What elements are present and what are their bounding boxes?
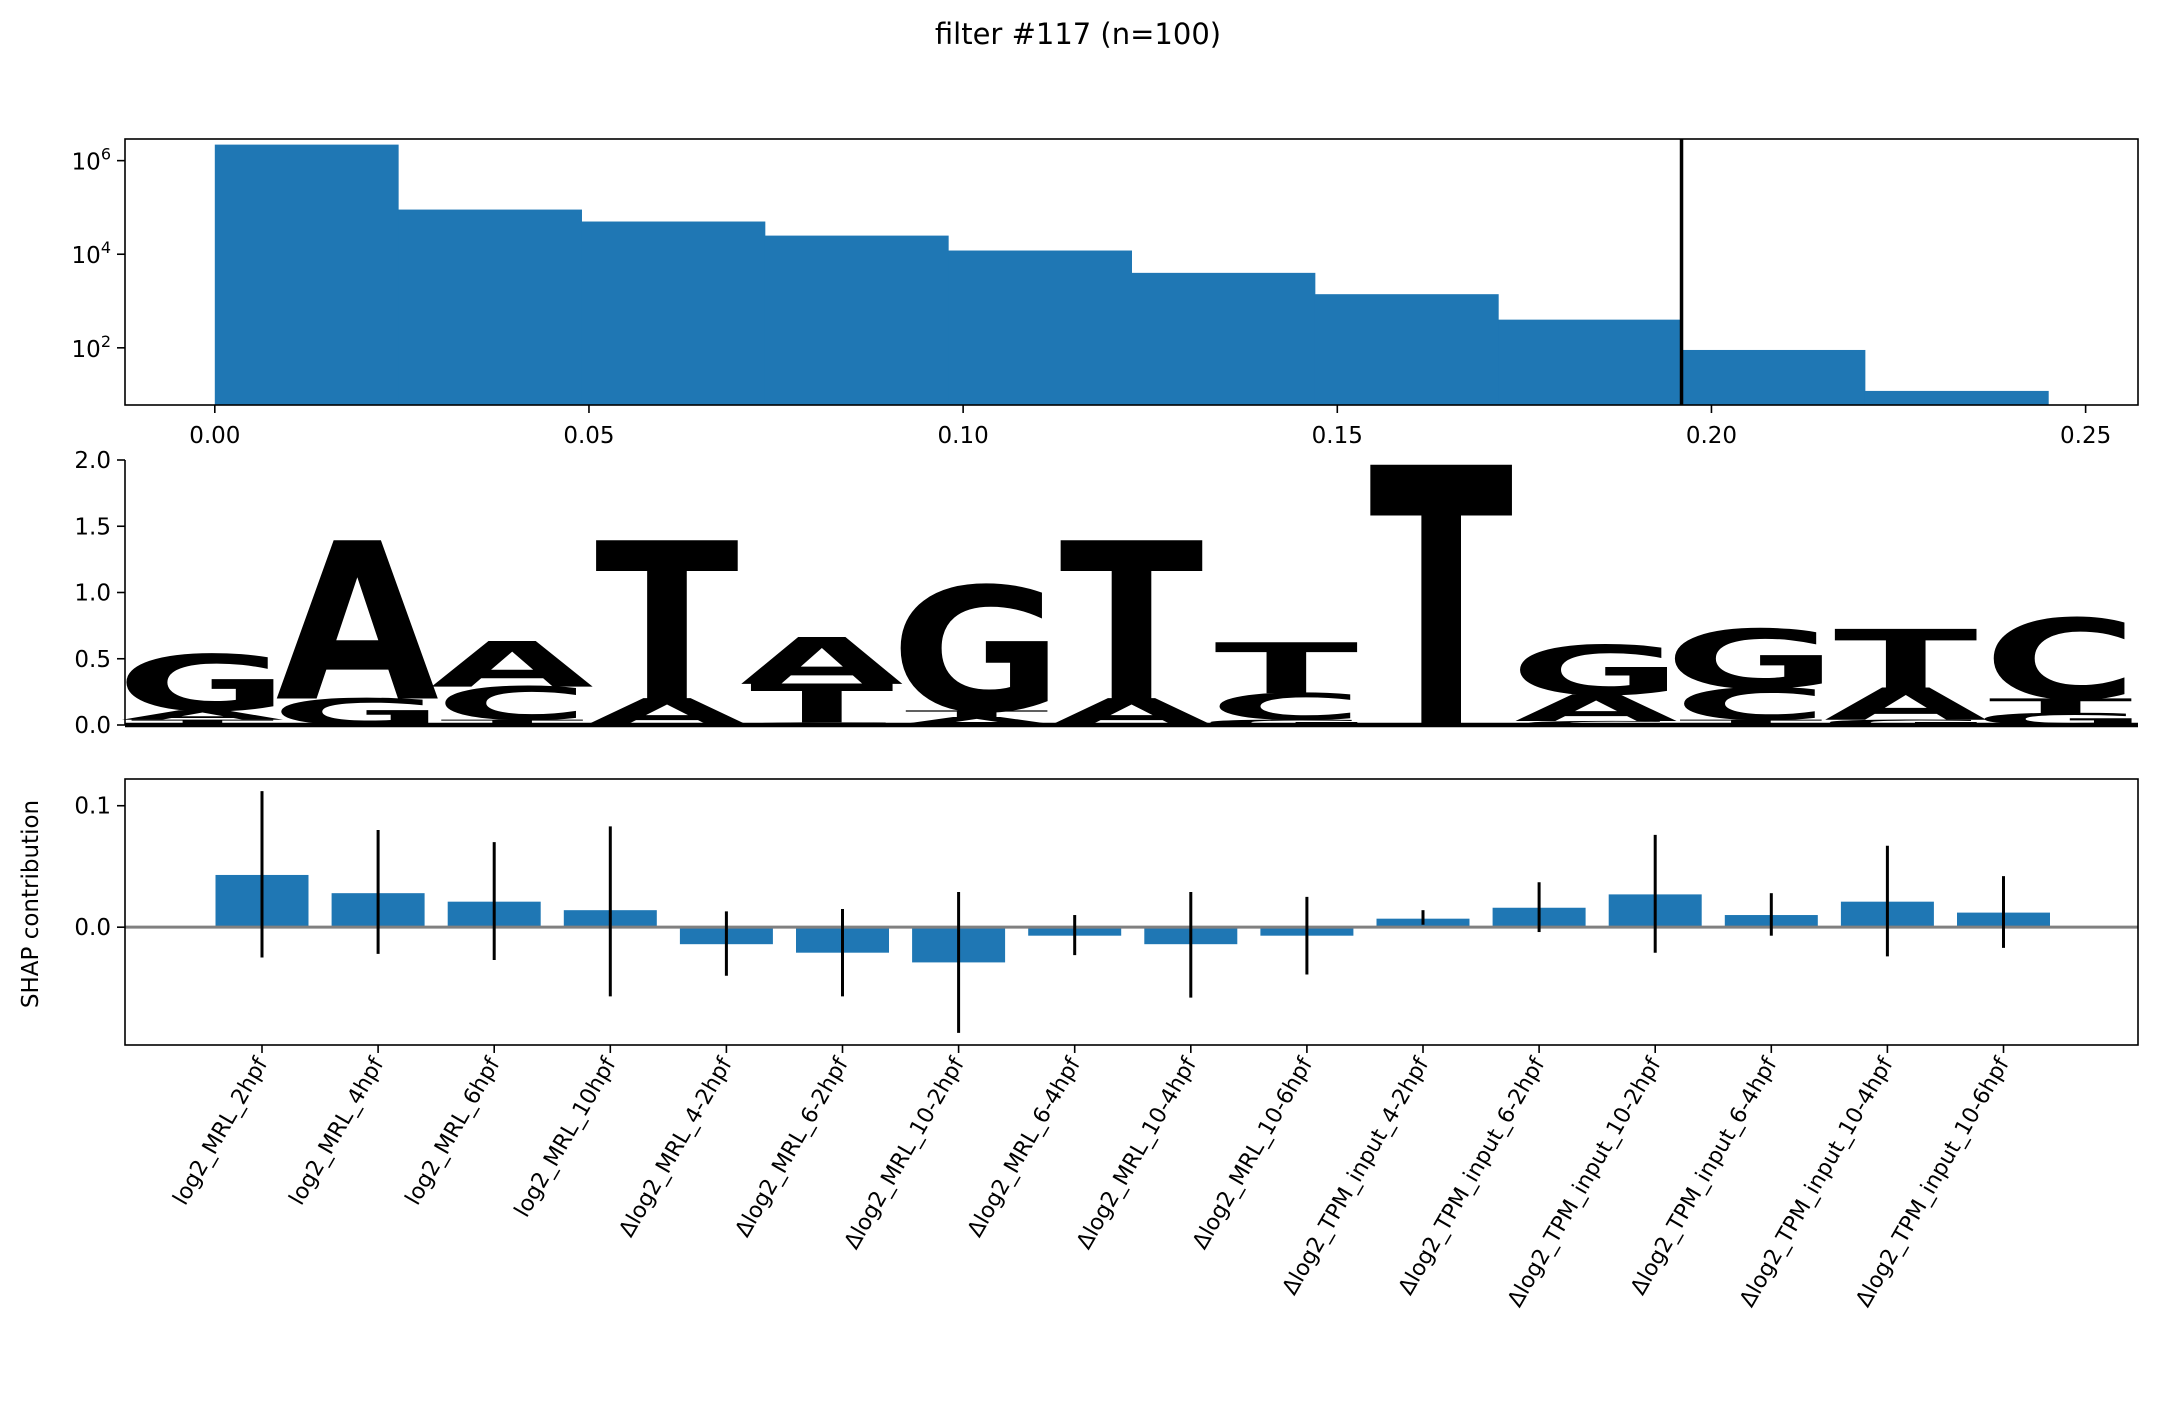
histogram-frame <box>124 138 2139 406</box>
x-tick-label: Δlog2_MRL_6-2hpf <box>731 1052 855 1241</box>
logo-letter-a: A <box>121 708 284 723</box>
shap-frame <box>124 778 2139 1046</box>
histogram-ticks: 0.00 0.05 0.10 0.15 0.20 0.25 102 104 106 <box>72 145 2112 449</box>
histogram-bar <box>581 221 766 405</box>
x-tick-label: 0.25 <box>2060 423 2111 449</box>
y-tick-label: 106 <box>72 145 111 176</box>
logo-letter-t: T <box>1060 498 1204 751</box>
logo-letter-c: C <box>435 677 590 731</box>
histogram-panel: 0.00 0.05 0.10 0.15 0.20 0.25 102 104 106 <box>72 138 2139 449</box>
y-tick-label: 1.5 <box>74 514 111 540</box>
logo-letter-a: A <box>1514 687 1677 730</box>
x-tick-label: log2_MRL_10hpf <box>510 1052 622 1221</box>
y-tick-label: 102 <box>72 332 111 363</box>
logo-letter-t: T <box>1989 694 2133 718</box>
logo-letters: TAGGATCAATCTAATGATGCTTCAGTCGGATGTC <box>116 395 2147 810</box>
histogram-bar <box>1864 390 2049 405</box>
x-tick-label: 0.05 <box>563 423 614 449</box>
logo-letter-g: G <box>116 639 289 729</box>
histogram-bar <box>948 250 1132 405</box>
x-tick-label: 0.10 <box>938 423 989 449</box>
histogram-bar <box>214 144 399 405</box>
logo-letter-a: A <box>431 629 594 702</box>
histogram-bar <box>398 209 582 405</box>
y-tick-label: 0.0 <box>74 713 111 739</box>
logo-letter-g: G <box>1510 631 1683 710</box>
logo-axis: 0.0 0.5 1.0 1.5 2.0 <box>74 448 2138 739</box>
shap-bars <box>124 778 2139 1046</box>
x-tick-label: Δlog2_MRL_4-2hpf <box>615 1052 739 1241</box>
logo-letter-a: A <box>276 498 439 751</box>
figure-title: filter #117 (n=100) <box>935 17 1221 51</box>
x-tick-label: Δlog2_MRL_10-4hpf <box>1072 1052 1203 1253</box>
logo-letter-t: T <box>905 709 1049 720</box>
logo-letter-c: C <box>1983 596 2138 725</box>
logo-letter-g: G <box>1200 718 1373 727</box>
logo-letter-t: T <box>440 718 584 727</box>
logo-letter-t: T <box>1369 395 1514 810</box>
x-tick-label: log2_MRL_4hpf <box>285 1052 390 1209</box>
y-tick-label: 0.1 <box>74 794 111 820</box>
y-tick-label: 2.0 <box>74 448 111 474</box>
histogram-bar <box>1681 349 1866 405</box>
logo-letter-a: A <box>740 624 903 699</box>
logo-letter-g: G <box>1819 718 1992 727</box>
logo-letter-c: C <box>1209 686 1364 729</box>
x-tick-label: Δlog2_MRL_6-4hpf <box>963 1052 1087 1241</box>
histogram-bar <box>1131 272 1316 405</box>
y-tick-label: 0.0 <box>74 915 111 941</box>
logo-letter-c: C <box>1674 679 1829 730</box>
logo-letter-t: T <box>1214 629 1358 711</box>
logo-letter-g: G <box>890 553 1063 752</box>
histogram-bar <box>764 235 949 405</box>
x-tick-label: log2_MRL_6hpf <box>401 1052 506 1209</box>
y-tick-label: 1.0 <box>74 581 111 607</box>
x-tick-label: log2_MRL_2hpf <box>169 1052 274 1209</box>
histogram-bar <box>1314 294 1499 405</box>
histogram-bars <box>214 144 2049 405</box>
sequence-logo-panel: TAGGATCAATCTAATGATGCTTCAGTCGGATGTC 0.00.… <box>74 395 2147 810</box>
x-tick-label: 0.00 <box>189 423 240 449</box>
shap-y-axis-label: SHAP contribution <box>18 800 44 1008</box>
logo-letter-a: A <box>1824 679 1987 730</box>
x-tick-label: Δlog2_MRL_10-2hpf <box>840 1052 971 1253</box>
logo-letter-t: T <box>1834 613 1978 707</box>
logo-letter-t: T <box>595 498 739 751</box>
logo-letter-g: G <box>1664 613 1837 707</box>
x-tick-label: 0.15 <box>1312 423 1363 449</box>
x-tick-label: 0.20 <box>1686 423 1737 449</box>
logo-letter-t: T <box>131 718 275 727</box>
y-tick-label: 104 <box>72 238 111 269</box>
y-tick-label: 0.5 <box>74 647 111 673</box>
histogram-bar <box>1498 319 1683 405</box>
x-tick-label: Δlog2_MRL_10-6hpf <box>1188 1052 1319 1253</box>
logo-letter-t: T <box>1679 718 1823 727</box>
